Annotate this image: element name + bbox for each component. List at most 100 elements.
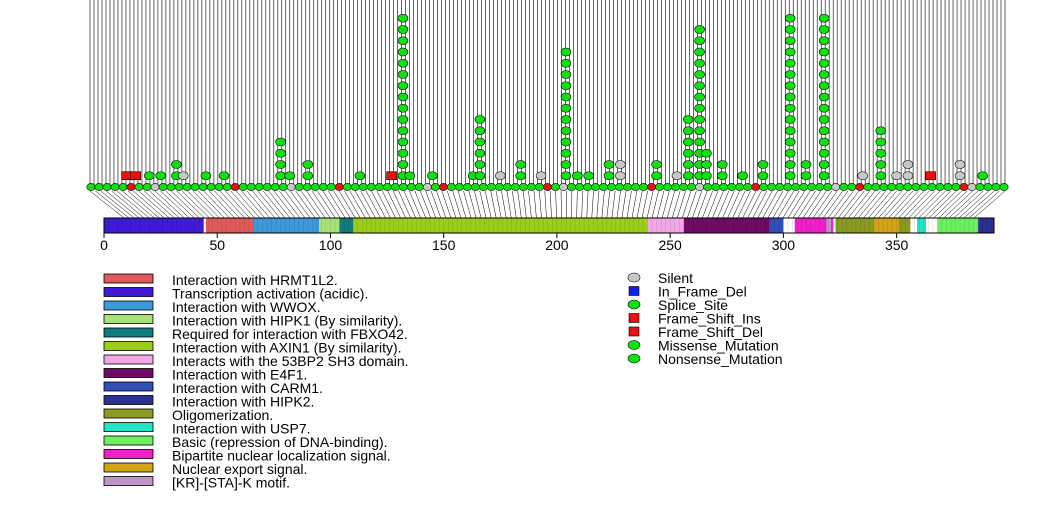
mutation-marker	[218, 171, 230, 181]
connector-line	[230, 190, 255, 219]
baseline-marker	[983, 183, 993, 191]
mutation-marker	[818, 148, 830, 158]
baseline-marker	[927, 183, 937, 191]
legend-swatch	[103, 422, 154, 432]
mutation-marker	[560, 58, 572, 68]
connector-line	[712, 190, 724, 219]
mutation-marker	[121, 171, 132, 181]
domain-segment	[683, 218, 770, 233]
connector-line	[873, 190, 897, 219]
mutation-marker	[284, 171, 295, 181]
connector-line	[742, 190, 757, 219]
mutation-marker	[701, 171, 712, 181]
baseline-marker	[559, 183, 569, 191]
baseline-marker	[831, 183, 841, 191]
domain-segment	[647, 218, 684, 233]
legend-marker	[627, 353, 641, 364]
connector-line	[963, 190, 995, 219]
connector-line	[853, 190, 876, 219]
legend-swatch	[103, 287, 154, 297]
mutation-marker	[818, 126, 830, 136]
baseline-marker	[903, 183, 913, 191]
mutation-marker	[875, 137, 887, 147]
mutation-marker	[784, 36, 796, 46]
baseline-marker	[647, 183, 657, 191]
mutation-marker	[275, 137, 286, 147]
baseline-marker	[398, 183, 408, 191]
mutation-marker	[560, 148, 572, 158]
connector-line	[928, 190, 957, 219]
mutation-marker	[694, 137, 705, 147]
baseline-marker	[262, 183, 272, 191]
mutation-marker	[682, 148, 694, 158]
connector-line	[436, 190, 447, 219]
baseline-marker	[350, 183, 360, 191]
connector-line	[697, 190, 708, 219]
connector-line	[549, 190, 552, 219]
mutation-marker	[954, 160, 966, 169]
baseline-marker	[302, 183, 312, 191]
mutation-marker	[818, 103, 830, 113]
baseline-marker	[887, 183, 897, 191]
baseline-marker	[895, 183, 905, 191]
connector-line	[883, 190, 908, 219]
connector-line	[717, 190, 730, 219]
mutation-marker	[701, 160, 712, 169]
baseline-marker	[703, 183, 713, 191]
connector-line	[165, 190, 195, 219]
mutation-marker	[784, 25, 796, 34]
connector-line	[392, 190, 406, 219]
connector-line	[468, 190, 477, 219]
mutation-marker	[818, 137, 830, 147]
mutation-marker	[784, 160, 796, 169]
mutation-marker	[784, 171, 796, 181]
connector-line	[501, 190, 507, 219]
legend-label: Interaction with HIPK1 (By similarity).	[172, 313, 402, 329]
baseline-marker	[358, 183, 368, 191]
baseline-marker	[222, 183, 232, 191]
connector-line	[817, 190, 838, 219]
connector-line	[382, 190, 396, 219]
mutation-marker	[651, 171, 662, 181]
domain-segment	[353, 218, 648, 233]
axis-tick-label: 300	[772, 237, 796, 253]
mutation-marker	[275, 148, 286, 158]
connector-line	[463, 190, 472, 219]
mutation-marker	[474, 160, 486, 169]
connector-line	[171, 190, 200, 219]
connector-line	[106, 190, 140, 219]
mutation-marker	[818, 58, 830, 68]
mutation-marker	[694, 25, 705, 34]
connector-line	[252, 190, 276, 219]
mutation-marker	[397, 25, 409, 34]
legend-label: Missense_Mutation	[658, 338, 779, 354]
mutation-marker	[875, 126, 887, 136]
baseline-marker	[671, 183, 681, 191]
domain-segment	[769, 218, 784, 233]
connector-line	[732, 190, 746, 219]
baseline-marker	[542, 183, 552, 191]
connector-line	[596, 190, 600, 219]
mutation-marker	[784, 115, 796, 124]
mutation-marker	[177, 171, 189, 181]
mutation-marker	[615, 171, 626, 181]
baseline-marker	[991, 183, 1001, 191]
mutation-marker	[603, 171, 615, 181]
baseline-marker	[342, 183, 352, 191]
baseline-marker	[134, 183, 144, 191]
domain-connectors	[89, 190, 1006, 219]
connector-line	[398, 190, 411, 219]
connector-line	[651, 190, 659, 219]
connector-line	[953, 190, 984, 219]
baseline-marker	[591, 183, 601, 191]
connector-line	[848, 190, 870, 219]
connector-line	[923, 190, 952, 219]
baseline-marker	[190, 183, 200, 191]
mutation-marker	[200, 171, 212, 181]
legend-label: Frame_Shift_Ins	[658, 311, 761, 327]
mutation-marker	[694, 115, 705, 124]
mutation-marker	[875, 171, 887, 181]
baseline-marker	[871, 183, 881, 191]
baseline-marker	[639, 183, 649, 191]
baseline-marker	[727, 183, 737, 191]
